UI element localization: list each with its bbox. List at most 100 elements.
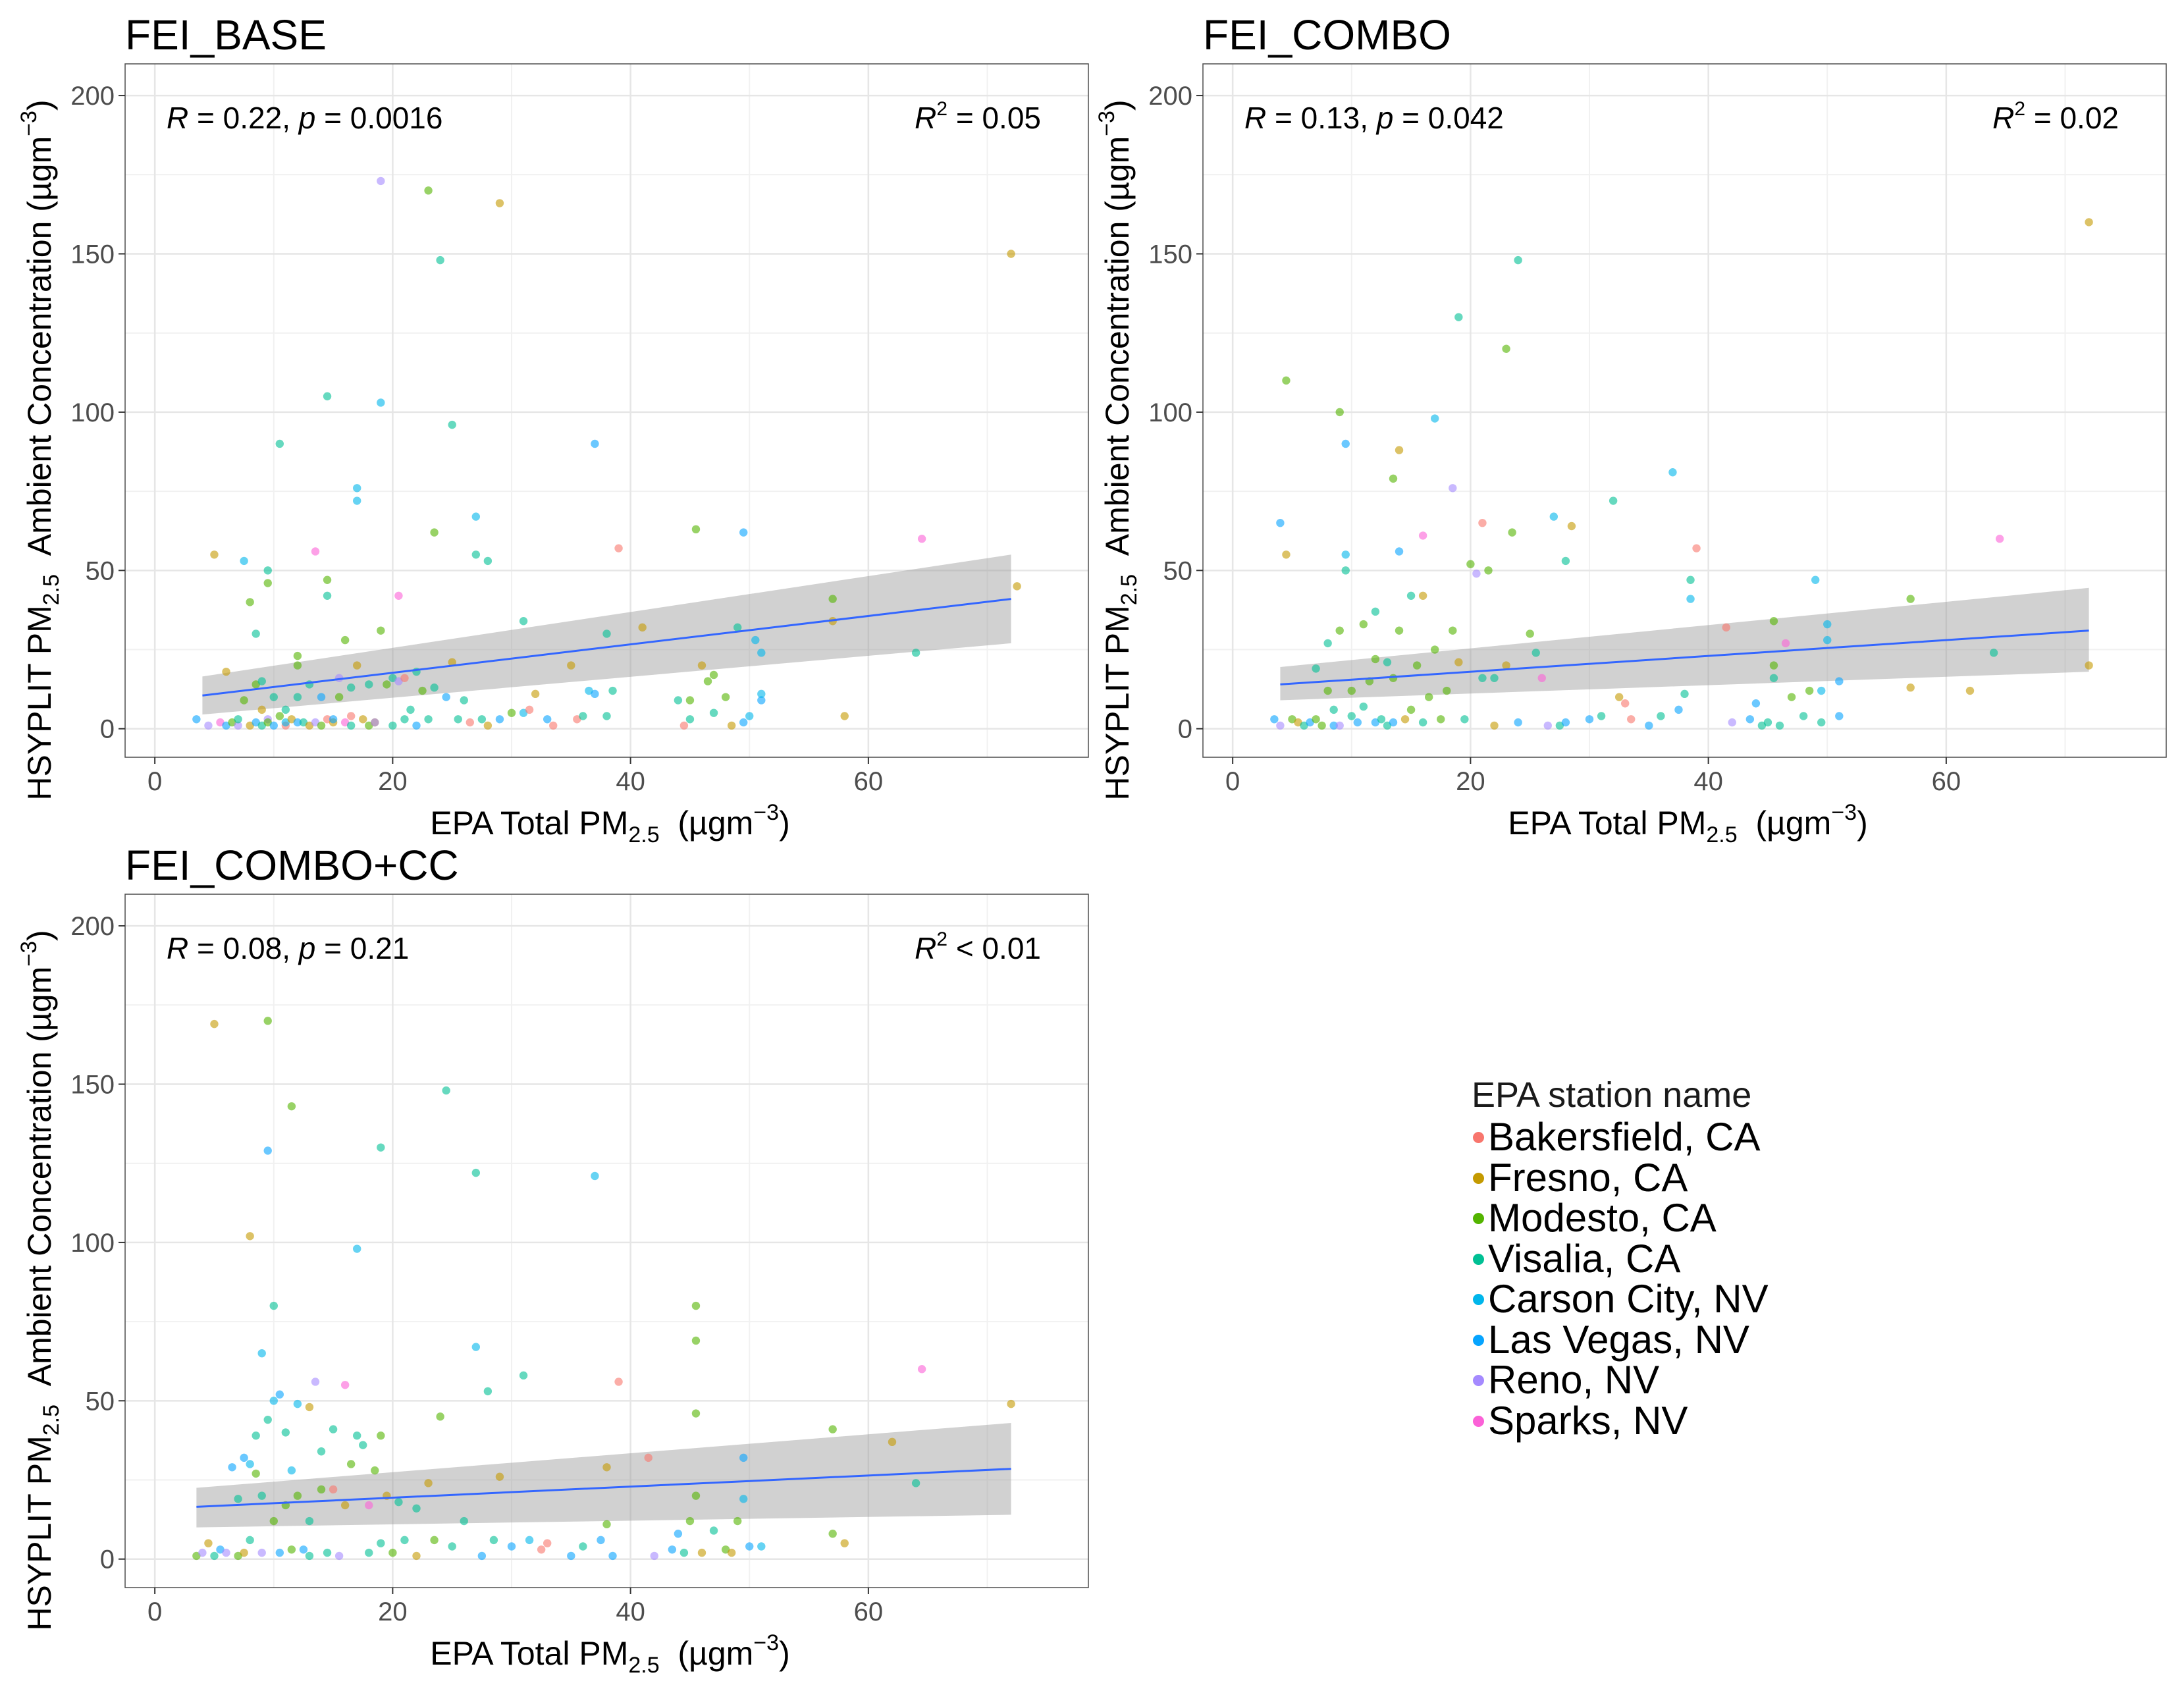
data-point — [448, 658, 456, 666]
data-point — [329, 1485, 338, 1494]
x-axis-label-close: ) — [1857, 805, 1868, 842]
data-point — [323, 576, 332, 584]
legend-item-label: Reno, NV — [1488, 1358, 1660, 1402]
data-point — [614, 544, 623, 552]
data-point — [495, 715, 504, 724]
data-point — [394, 591, 403, 600]
data-point — [549, 721, 558, 730]
data-point — [317, 1485, 326, 1494]
data-point — [608, 1551, 617, 1561]
data-point — [1769, 617, 1778, 626]
data-point — [1657, 712, 1665, 720]
data-point — [471, 1343, 481, 1351]
data-point — [495, 199, 504, 207]
x-tick-label: 0 — [1225, 767, 1240, 796]
data-point — [703, 677, 712, 685]
data-point — [1347, 686, 1356, 695]
data-point — [1811, 576, 1820, 584]
data-point — [543, 1539, 552, 1547]
legend-item: Fresno, CA — [1472, 1157, 1893, 1198]
data-point — [608, 686, 617, 695]
data-point — [1312, 664, 1320, 673]
data-point — [1312, 715, 1320, 724]
data-point — [471, 512, 481, 521]
data-point — [1567, 522, 1576, 531]
data-point — [1787, 693, 1796, 701]
data-point — [1823, 620, 1832, 629]
data-point — [1389, 718, 1398, 727]
data-point — [1341, 439, 1350, 448]
panel-title: FEI_BASE — [125, 11, 327, 59]
data-point — [246, 1232, 254, 1241]
regression-line — [196, 1468, 1011, 1508]
x-axis-label-subscript: 2.5 — [1706, 822, 1737, 847]
x-tick-label: 0 — [147, 1597, 162, 1626]
data-point — [1543, 721, 1552, 730]
data-point — [442, 1086, 450, 1095]
y-axis-label: HSYPLIT PM2.5 Ambient Concentration (µgm… — [1094, 99, 1142, 800]
x-tick-label: 60 — [854, 767, 884, 796]
data-point — [293, 651, 302, 660]
data-point — [709, 1526, 718, 1535]
legend-item: Las Vegas, NV — [1472, 1319, 1893, 1360]
data-point — [745, 712, 754, 720]
data-point — [1745, 715, 1755, 724]
stat-p-symbol: p — [298, 931, 316, 965]
data-point — [371, 718, 379, 727]
data-point — [888, 1437, 897, 1447]
data-point — [334, 1551, 344, 1561]
data-point — [1406, 591, 1416, 600]
data-point — [697, 661, 706, 670]
data-point — [1013, 582, 1021, 591]
x-tick-label: 20 — [378, 767, 408, 796]
grid — [1203, 64, 2166, 757]
r2-superscript: 2 — [2014, 98, 2025, 120]
data-point — [519, 617, 528, 626]
data-point — [287, 1102, 296, 1111]
data-point — [1751, 699, 1761, 708]
y-tick-label: 200 — [70, 912, 115, 941]
data-point — [240, 1453, 248, 1462]
panel-border — [1202, 63, 2167, 758]
x-tick-label: 20 — [1456, 767, 1485, 796]
data-point — [644, 1453, 653, 1462]
regression-line — [1280, 629, 2089, 685]
data-point — [210, 1551, 219, 1561]
data-point — [911, 1479, 920, 1487]
data-point — [269, 693, 278, 701]
data-point — [1502, 344, 1510, 353]
data-point — [377, 176, 385, 186]
data-point — [1490, 674, 1499, 682]
panel-2: FEI_COMBO 0 20 40 60 0 50 100 150 200 R = 0.13, p … — [1094, 11, 2167, 847]
data-point — [436, 255, 444, 265]
data-point — [638, 623, 647, 632]
data-point — [1531, 649, 1540, 657]
data-point — [1728, 718, 1736, 727]
data-point — [733, 623, 742, 632]
data-point — [323, 591, 332, 600]
data-point — [287, 1466, 296, 1475]
x-axis-label-unit: (µgm — [660, 805, 754, 842]
data-point — [275, 439, 284, 448]
stats-annotation: R = 0.22, p = 0.0016 — [167, 101, 442, 135]
x-axis-label-subscript: 2.5 — [628, 822, 659, 847]
data-point — [400, 674, 409, 682]
data-point — [1835, 712, 1844, 720]
data-point — [311, 547, 320, 556]
data-point — [1906, 595, 1915, 603]
data-point — [1686, 576, 1695, 584]
data-point — [430, 683, 439, 692]
data-point — [483, 1387, 493, 1396]
data-point — [1514, 255, 1522, 265]
legend-item: Reno, NV — [1472, 1360, 1893, 1401]
data-point — [377, 626, 385, 635]
data-point — [757, 649, 766, 657]
y-tick-label: 0 — [100, 715, 115, 744]
data-point — [346, 1460, 356, 1468]
data-point — [1627, 715, 1636, 724]
data-point — [1371, 607, 1380, 616]
y-tick-label: 150 — [70, 1070, 115, 1099]
data-point — [222, 1548, 230, 1557]
data-point — [293, 693, 302, 701]
